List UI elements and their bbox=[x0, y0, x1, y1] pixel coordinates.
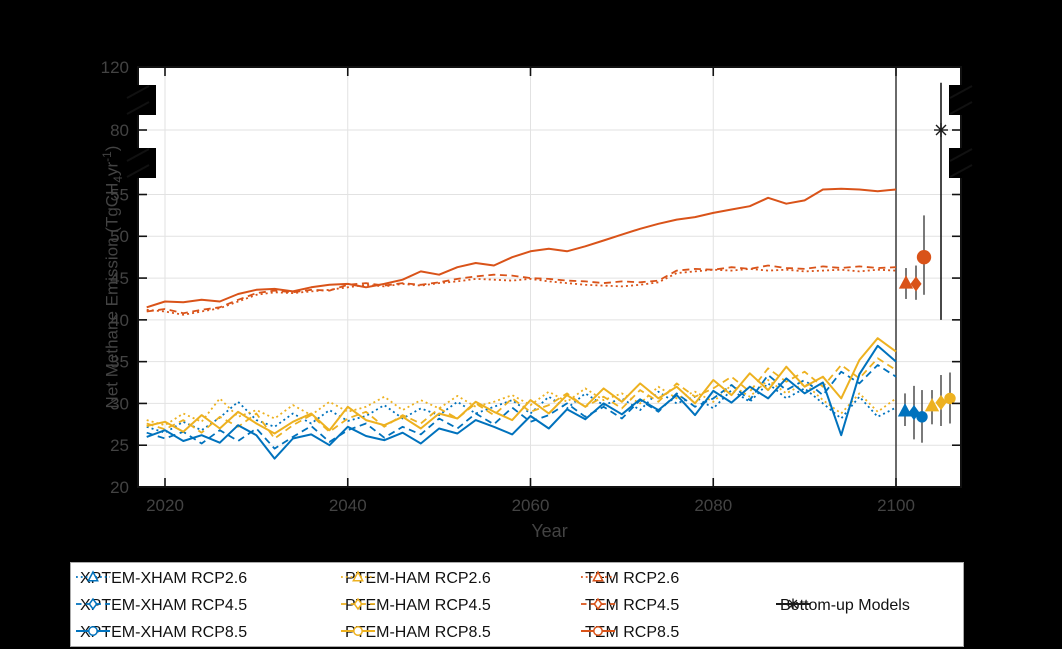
legend-item-ptem-ham-rcp2-6: PTEM-HAM RCP2.6 bbox=[340, 568, 491, 590]
plot-area bbox=[138, 67, 961, 487]
y-tick-label: 55 bbox=[110, 185, 129, 204]
y-tick-label: 50 bbox=[110, 227, 129, 246]
x-tick-label: 2080 bbox=[694, 496, 732, 515]
legend-item-ptem-ham-rcp8-5: PTEM-HAM RCP8.5 bbox=[340, 622, 491, 644]
series-line-xptem-xham-rcp4-5 bbox=[146, 364, 897, 450]
legend-marker-circle-icon bbox=[581, 626, 615, 636]
x-tick-label: 2040 bbox=[329, 496, 367, 515]
axis-break-mask bbox=[116, 85, 156, 115]
y-axis-label: Net Methane Emission (TgCH4yr-1) bbox=[92, 127, 126, 427]
y-tick-label: 20 bbox=[110, 478, 129, 497]
legend-marker-triangle-icon bbox=[341, 570, 375, 582]
y-axis-label-mid: yr bbox=[102, 161, 122, 176]
legend-label: PTEM-HAM RCP2.6 bbox=[345, 570, 491, 587]
series-line-ptem-ham-rcp8-5 bbox=[146, 337, 897, 435]
series-line-xptem-xham-rcp2-6 bbox=[146, 382, 897, 434]
y-axis-label-text: Net Methane Emission (TgCH bbox=[102, 182, 122, 409]
error-bar-bottom-up-models bbox=[934, 82, 948, 320]
y-tick-label: 80 bbox=[110, 121, 129, 140]
tick-marks bbox=[138, 66, 961, 488]
y-tick-label: 45 bbox=[110, 269, 129, 288]
legend-item-xptem-xham-rcp2-6: XPTEM-XHAM RCP2.6 bbox=[75, 568, 247, 590]
y-tick-label: 30 bbox=[110, 394, 129, 413]
axis-break-icon bbox=[126, 85, 150, 115]
error-bar-ptem-ham-rcp4-5 bbox=[935, 375, 947, 426]
legend-marker-triangle-icon bbox=[76, 570, 110, 582]
legend-item-ptem-ham-rcp4-5: PTEM-HAM RCP4.5 bbox=[340, 595, 491, 617]
legend-label: Bottom-up Models bbox=[780, 597, 910, 614]
legend-label: XPTEM-XHAM RCP4.5 bbox=[80, 597, 248, 614]
legend-label: XPTEM-XHAM RCP2.6 bbox=[80, 570, 248, 587]
legend-item-xptem-xham-rcp4-5: XPTEM-XHAM RCP4.5 bbox=[75, 595, 247, 617]
y-axis-label-superscript: -1 bbox=[100, 151, 114, 162]
legend-marker-circle-icon bbox=[76, 626, 110, 636]
x-tick-label: 2060 bbox=[512, 496, 550, 515]
legend-marker-diamond-icon bbox=[76, 597, 110, 611]
legend-item-tem-rcp8-5: TEM RCP8.5 bbox=[580, 622, 679, 644]
error-bar-tem-rcp2-6 bbox=[898, 268, 914, 299]
error-bar-ptem-ham-rcp8-5 bbox=[944, 372, 956, 424]
y-tick-label: 120 bbox=[101, 58, 129, 77]
series-line-tem-rcp2-6 bbox=[146, 268, 897, 316]
y-axis-label-suffix: ) bbox=[102, 145, 122, 152]
axis-break-icon bbox=[126, 148, 150, 178]
y-tick-label: 40 bbox=[110, 311, 129, 330]
legend-label: PTEM-HAM RCP4.5 bbox=[345, 597, 491, 614]
axis-break-icon bbox=[949, 85, 973, 115]
error-bar-xptem-xham-rcp2-6 bbox=[897, 393, 913, 426]
error-bar-xptem-xham-rcp8-5 bbox=[916, 390, 928, 443]
y-axis-label-subscript: 4 bbox=[111, 176, 126, 183]
legend-label: TEM RCP8.5 bbox=[585, 624, 680, 641]
series-line-xptem-xham-rcp8-5 bbox=[146, 344, 897, 460]
y-tick-label: 35 bbox=[110, 353, 129, 372]
x-tick-label: 2100 bbox=[877, 496, 915, 515]
legend-marker-asterisk-icon bbox=[776, 598, 810, 610]
series-line-tem-rcp4-5 bbox=[146, 264, 897, 315]
axes-box bbox=[137, 66, 962, 488]
y-tick-label: 25 bbox=[110, 436, 129, 455]
error-bar-tem-rcp4-5 bbox=[910, 265, 922, 300]
x-tick-label: 2020 bbox=[146, 496, 184, 515]
legend-label: PTEM-HAM RCP8.5 bbox=[345, 624, 491, 641]
legend-marker-triangle-icon bbox=[581, 570, 615, 582]
error-bar-ptem-ham-rcp2-6 bbox=[924, 390, 940, 425]
legend-item-xptem-xham-rcp8-5: XPTEM-XHAM RCP8.5 bbox=[75, 622, 247, 644]
error-bar-tem-rcp8-5 bbox=[916, 215, 932, 295]
legend-label: TEM RCP4.5 bbox=[585, 597, 680, 614]
legend-label: TEM RCP2.6 bbox=[585, 570, 680, 587]
summary-error-bars bbox=[897, 82, 956, 443]
legend-marker-diamond-icon bbox=[341, 597, 375, 611]
tick-labels: 20 25 30 35 40 45 50 55 80 120 2020 2040 2060 2080 210… bbox=[101, 58, 915, 515]
legend-item-tem-rcp2-6: TEM RCP2.6 bbox=[580, 568, 679, 590]
legend: XPTEM-XHAM RCP2.6 PTEM-HAM RCP2.6 TEM RCP2… bbox=[70, 562, 964, 647]
legend-label: XPTEM-XHAM RCP8.5 bbox=[80, 624, 248, 641]
legend-marker-diamond-icon bbox=[581, 597, 615, 611]
legend-marker-circle-icon bbox=[341, 626, 375, 636]
axis-break-icon bbox=[949, 148, 973, 178]
legend-item-bottom-up-models: Bottom-up Models bbox=[775, 595, 910, 617]
series-line-tem-rcp8-5 bbox=[146, 187, 897, 309]
series-line-ptem-ham-rcp4-5 bbox=[146, 357, 897, 440]
error-bar-xptem-xham-rcp4-5 bbox=[908, 385, 920, 440]
legend-item-tem-rcp4-5: TEM RCP4.5 bbox=[580, 595, 679, 617]
x-axis-label: Year bbox=[531, 521, 567, 541]
